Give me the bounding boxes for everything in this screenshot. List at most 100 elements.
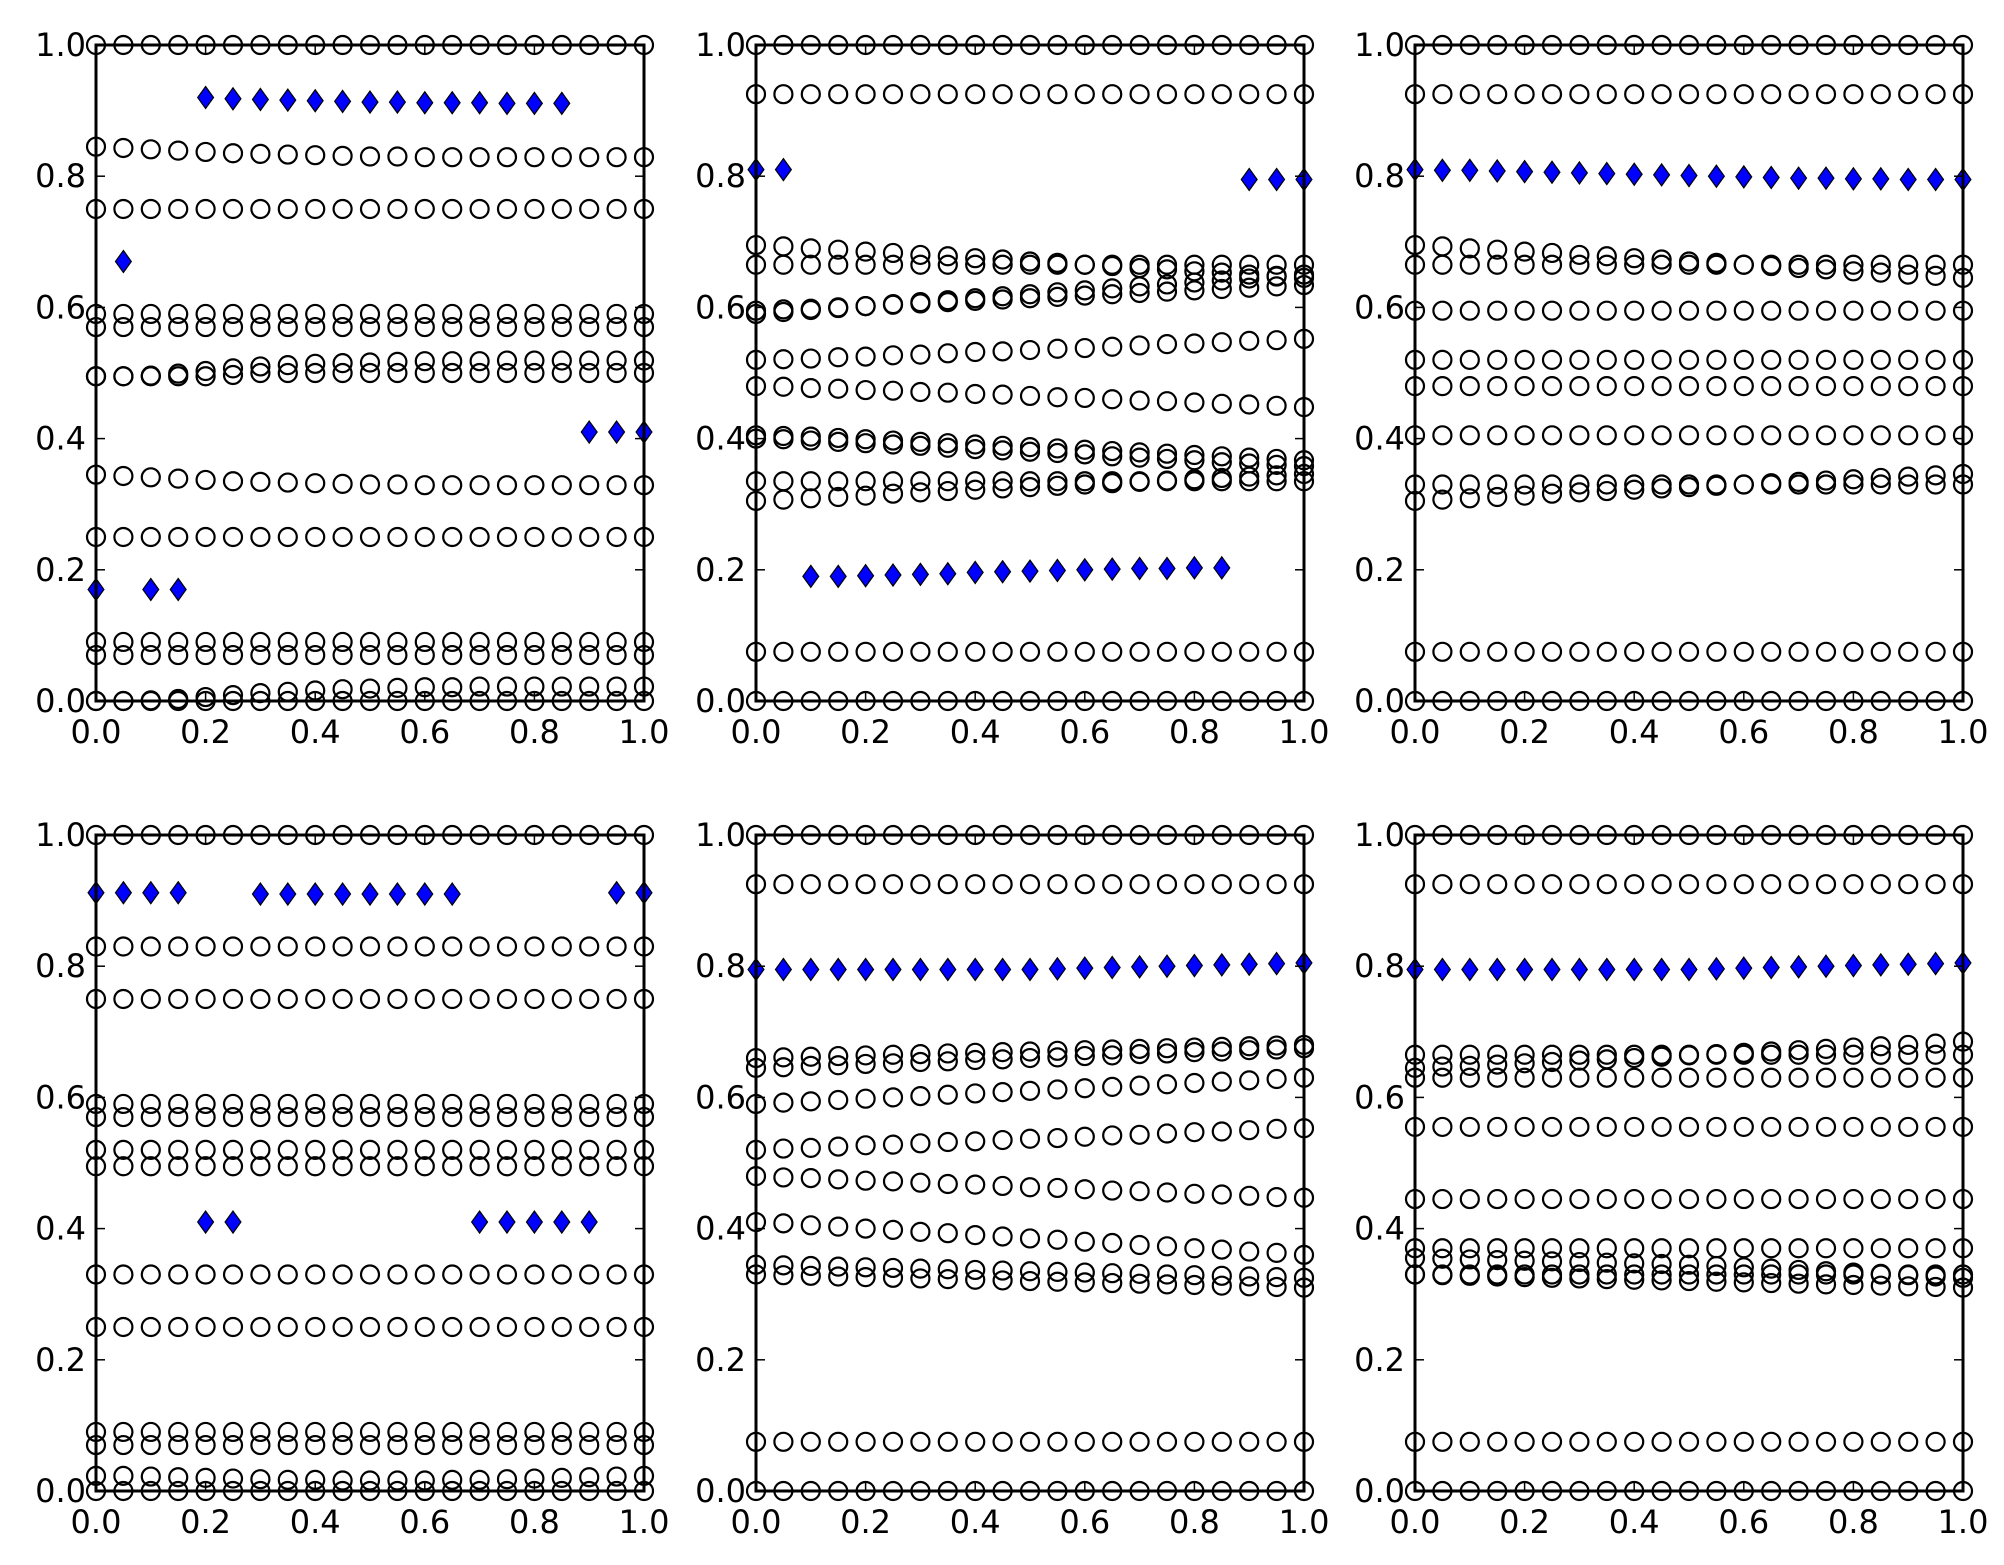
data-point-circle <box>140 1421 161 1443</box>
data-point-circle <box>828 1136 849 1157</box>
data-point-circle <box>1047 338 1068 359</box>
data-point-diamond <box>1515 957 1534 982</box>
data-point-circle <box>1514 300 1535 321</box>
data-point-circle <box>1019 441 1041 462</box>
data-point-circle <box>1129 1181 1150 1202</box>
data-point-circle <box>1761 1431 1782 1452</box>
data-point-circle <box>1651 254 1672 275</box>
data-point-circle <box>332 198 353 220</box>
data-point-circle <box>1624 349 1645 370</box>
data-point-circle <box>1184 1072 1205 1094</box>
data-point-circle <box>800 1137 821 1159</box>
data-point-diamond <box>1076 557 1094 582</box>
data-point-circle <box>1843 254 1864 275</box>
data-point-circle <box>910 344 931 365</box>
data-point-circle <box>277 144 298 165</box>
data-point-circle <box>140 1316 161 1338</box>
data-point-circle <box>168 1139 189 1160</box>
data-point-circle <box>1102 389 1123 410</box>
data-point-circle <box>1624 1269 1645 1290</box>
y-tick-label: 0.2 <box>695 1341 746 1379</box>
data-point-circle <box>524 198 545 220</box>
data-point-circle <box>855 1053 876 1075</box>
data-point-circle <box>910 1043 931 1065</box>
data-point-circle <box>1266 1267 1287 1288</box>
data-point-circle <box>1239 254 1260 275</box>
data-point-circle <box>1706 1264 1727 1285</box>
data-point-circle <box>1761 1188 1782 1210</box>
data-point-circle <box>965 1269 986 1290</box>
data-point-circle <box>222 303 244 325</box>
data-point-circle <box>1211 278 1232 300</box>
data-point-circle <box>113 1434 134 1456</box>
data-point-circle <box>1678 1188 1700 1210</box>
data-point-diamond <box>279 882 297 907</box>
data-point-circle <box>359 1264 381 1285</box>
data-point-circle <box>524 1156 545 1177</box>
data-point-circle <box>1651 1188 1672 1210</box>
data-point-circle <box>1788 1273 1809 1294</box>
x-tick-label: 0.8 <box>1828 713 1879 751</box>
diamond-series <box>1406 157 1972 192</box>
data-point-circle <box>168 644 189 666</box>
data-point-circle <box>992 1260 1013 1281</box>
data-point-diamond <box>1789 166 1808 191</box>
data-point-circle <box>332 526 353 548</box>
data-point-circle <box>1266 454 1287 475</box>
data-point-circle <box>1569 1268 1590 1289</box>
data-point-circle <box>1239 268 1260 289</box>
data-point-circle <box>1678 1264 1700 1285</box>
data-point-circle <box>250 362 271 384</box>
data-point-circle <box>1047 1127 1068 1149</box>
data-point-circle <box>965 341 986 363</box>
data-point-circle <box>992 84 1013 105</box>
data-point-circle <box>579 1093 600 1115</box>
data-point-circle <box>773 1213 794 1234</box>
data-point-circle <box>496 936 518 957</box>
data-point-circle <box>992 1129 1013 1151</box>
data-point-circle <box>414 316 435 338</box>
data-point-circle <box>1156 1182 1178 1203</box>
data-point-circle <box>442 1469 463 1490</box>
data-point-circle <box>1074 1272 1095 1293</box>
data-point-circle <box>551 316 572 338</box>
data-point-circle <box>1156 1123 1178 1144</box>
data-point-diamond <box>1240 167 1258 192</box>
data-point-circle <box>1266 330 1287 351</box>
data-point-circle <box>800 254 821 275</box>
data-point-circle <box>992 1042 1013 1063</box>
data-point-circle <box>277 1434 298 1456</box>
data-point-circle <box>469 1434 490 1456</box>
data-point-circle <box>524 988 545 1010</box>
data-point-circle <box>1514 84 1535 105</box>
data-point-circle <box>1459 488 1480 509</box>
data-point-circle <box>606 362 627 384</box>
data-point-circle <box>1898 1044 1919 1065</box>
data-point-circle <box>140 644 161 666</box>
data-point-circle <box>1706 300 1727 321</box>
data-point-circle <box>222 988 244 1010</box>
data-point-circle <box>1569 1238 1590 1259</box>
data-point-circle <box>1843 84 1864 105</box>
data-point-circle <box>195 936 216 957</box>
data-point-circle <box>496 147 518 168</box>
data-point-circle <box>1678 1254 1700 1275</box>
circle-series-y10 <box>85 1421 655 1443</box>
data-point-circle <box>606 350 627 371</box>
data-point-circle <box>524 316 545 338</box>
data-point-circle <box>882 254 904 275</box>
data-point-circle <box>1815 1038 1837 1059</box>
data-point-circle <box>1788 1116 1809 1138</box>
y-tick-label: 0.4 <box>35 420 86 458</box>
data-point-circle <box>1541 1251 1563 1272</box>
data-point-circle <box>579 303 600 325</box>
data-point-circle <box>1019 1177 1041 1198</box>
data-point-circle <box>1925 874 1946 895</box>
data-point-circle <box>277 1421 298 1443</box>
data-point-circle <box>442 316 463 338</box>
data-point-circle <box>828 347 849 368</box>
data-point-circle <box>1514 874 1535 895</box>
data-point-diamond <box>169 880 187 905</box>
data-point-circle <box>195 198 216 220</box>
data-point-circle <box>277 362 298 384</box>
